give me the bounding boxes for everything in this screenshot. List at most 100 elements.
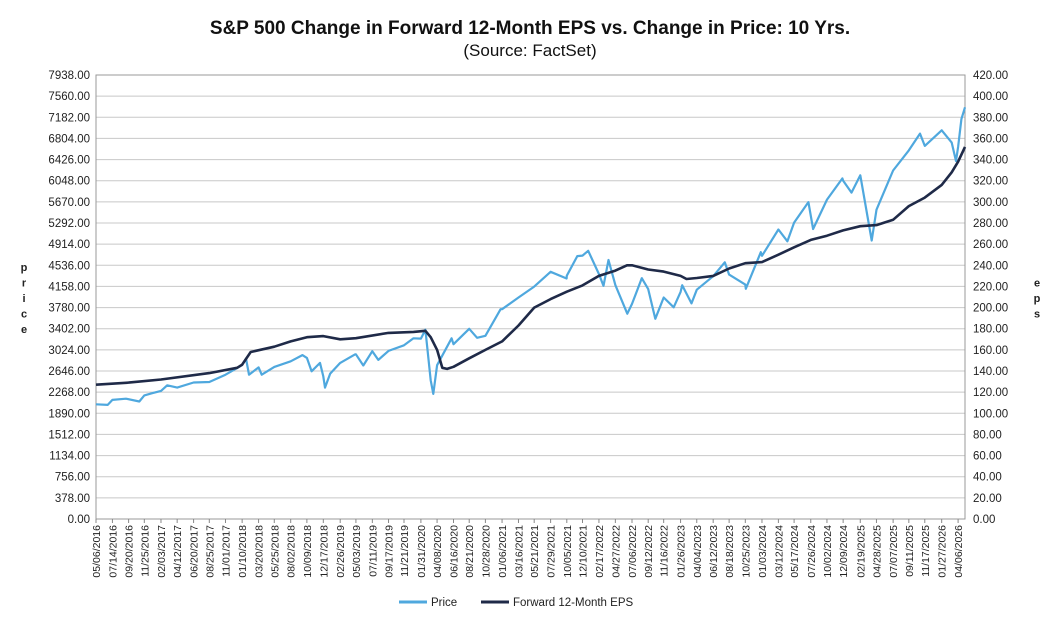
x-tick-label: 05/21/2021 bbox=[529, 525, 541, 578]
y-right-tick-label: 300.00 bbox=[973, 197, 1008, 209]
plot-area-frame bbox=[95, 74, 966, 520]
x-tick-label: 03/20/2018 bbox=[254, 525, 266, 578]
x-tick-label: 10/09/2018 bbox=[302, 525, 314, 578]
x-tick-label: 06/16/2020 bbox=[449, 525, 461, 578]
y-left-tick-label: 0.00 bbox=[68, 514, 90, 526]
y-left-tick-label: 756.00 bbox=[55, 472, 90, 484]
x-tick-label: 09/20/2016 bbox=[124, 525, 136, 578]
right-axis-title: eps bbox=[1034, 278, 1041, 321]
x-tick-label: 01/26/2023 bbox=[676, 525, 688, 578]
price-series-line bbox=[95, 106, 967, 406]
x-tick-label: 04/08/2020 bbox=[432, 525, 444, 578]
y-right-tick-label: 60.00 bbox=[973, 451, 1002, 463]
x-tick-label: 03/12/2024 bbox=[773, 525, 785, 578]
x-tick-label: 04/06/2026 bbox=[953, 525, 965, 578]
y-right-tick-label: 20.00 bbox=[973, 493, 1002, 505]
y-right-tick-label: 100.00 bbox=[973, 408, 1008, 420]
gridlines bbox=[96, 74, 965, 520]
y-left-tick-label: 7560.00 bbox=[48, 91, 90, 103]
x-tick-label: 09/17/2019 bbox=[384, 525, 396, 578]
y-left-tick-label: 7938.00 bbox=[48, 70, 90, 82]
y-left-tick-label: 2646.00 bbox=[48, 366, 90, 378]
y-left-tick-label: 3780.00 bbox=[48, 303, 90, 315]
x-tick-label: 02/03/2017 bbox=[156, 525, 168, 578]
x-tick-label: 09/11/2025 bbox=[904, 525, 916, 577]
y-left-tick-label: 5292.00 bbox=[48, 218, 90, 230]
x-tick-label: 04/12/2017 bbox=[172, 525, 184, 578]
x-tick-label: 08/02/2018 bbox=[286, 525, 298, 578]
left-axis-ticks: 7938.00 7560.00 7182.00 6804.00 6426.00 6048.… bbox=[48, 70, 90, 526]
x-tick-label: 12/10/2021 bbox=[578, 525, 590, 578]
y-left-tick-label: 6804.00 bbox=[48, 133, 90, 145]
x-tick-label: 02/17/2022 bbox=[594, 525, 606, 578]
x-tick-label: 10/25/2023 bbox=[740, 525, 752, 578]
x-tick-label: 07/06/2022 bbox=[627, 525, 639, 578]
left-axis-title-letter: e bbox=[21, 324, 27, 336]
y-right-tick-label: 420.00 bbox=[973, 70, 1008, 82]
right-axis-ticks: 420.00 400.00 380.00 360.00 340.00 320.00 300.… bbox=[973, 70, 1008, 526]
chart-legend: Price Forward 12-Month EPS bbox=[399, 597, 633, 609]
y-right-tick-label: 280.00 bbox=[973, 218, 1008, 230]
y-right-tick-label: 160.00 bbox=[973, 345, 1008, 357]
right-axis-title-letter: p bbox=[1034, 293, 1041, 305]
y-left-tick-label: 5670.00 bbox=[48, 197, 90, 209]
left-axis-title-letter: i bbox=[22, 293, 25, 305]
x-tick-label: 10/02/2024 bbox=[822, 525, 834, 578]
right-axis-title-letter: s bbox=[1034, 309, 1040, 321]
y-left-tick-label: 1512.00 bbox=[48, 429, 90, 441]
legend-label-price: Price bbox=[431, 597, 457, 609]
y-left-tick-label: 2268.00 bbox=[48, 387, 90, 399]
x-tick-label: 07/07/2025 bbox=[888, 525, 900, 578]
y-right-tick-label: 80.00 bbox=[973, 429, 1002, 441]
y-right-tick-label: 200.00 bbox=[973, 303, 1008, 315]
y-right-tick-label: 0.00 bbox=[973, 514, 995, 526]
x-tick-label: 10/05/2021 bbox=[562, 525, 574, 578]
x-tick-label: 02/19/2025 bbox=[855, 525, 867, 578]
x-tick-label: 05/25/2018 bbox=[269, 525, 281, 578]
y-left-tick-label: 1134.00 bbox=[49, 451, 90, 463]
y-left-tick-label: 6426.00 bbox=[48, 155, 90, 167]
y-right-tick-label: 380.00 bbox=[973, 112, 1008, 124]
series-lines bbox=[95, 106, 967, 406]
x-tick-label: 01/31/2020 bbox=[416, 525, 428, 578]
chart-subtitle: (Source: FactSet) bbox=[463, 41, 596, 60]
x-axis-ticks: 05/06/2016 07/14/2016 09/20/2016 11/25/2016… bbox=[91, 519, 965, 578]
legend-label-eps: Forward 12-Month EPS bbox=[513, 597, 633, 609]
x-tick-label: 11/01/2017 bbox=[220, 525, 232, 577]
eps-series-line bbox=[95, 146, 967, 386]
x-tick-label: 01/10/2018 bbox=[237, 525, 249, 578]
x-tick-label: 06/20/2017 bbox=[189, 525, 201, 578]
x-tick-label: 11/25/2016 bbox=[139, 525, 151, 577]
y-right-tick-label: 340.00 bbox=[973, 155, 1008, 167]
x-tick-label: 08/18/2023 bbox=[724, 525, 736, 578]
y-left-tick-label: 3024.00 bbox=[48, 345, 90, 357]
y-right-tick-label: 180.00 bbox=[973, 324, 1008, 336]
x-tick-label: 01/27/2026 bbox=[937, 525, 949, 578]
x-tick-label: 06/12/2023 bbox=[708, 525, 720, 578]
y-right-tick-label: 240.00 bbox=[973, 260, 1008, 272]
x-tick-label: 05/06/2016 bbox=[91, 525, 103, 578]
y-left-tick-label: 378.00 bbox=[55, 493, 90, 505]
x-tick-label: 05/03/2019 bbox=[351, 525, 363, 578]
y-right-tick-label: 360.00 bbox=[973, 133, 1008, 145]
x-tick-label: 11/16/2022 bbox=[659, 525, 671, 577]
x-tick-label: 03/16/2021 bbox=[513, 525, 525, 578]
x-tick-label: 11/21/2019 bbox=[399, 525, 411, 577]
x-tick-label: 01/03/2024 bbox=[757, 525, 769, 578]
right-axis-title-letter: e bbox=[1034, 278, 1040, 290]
x-tick-label: 04/28/2025 bbox=[871, 525, 883, 578]
x-tick-label: 09/12/2022 bbox=[643, 525, 655, 578]
x-tick-label: 12/17/2018 bbox=[318, 525, 330, 578]
x-tick-label: 07/26/2024 bbox=[806, 525, 818, 578]
chart-title: S&P 500 Change in Forward 12-Month EPS v… bbox=[210, 18, 850, 39]
x-tick-label: 05/17/2024 bbox=[789, 525, 801, 578]
y-right-tick-label: 320.00 bbox=[973, 176, 1008, 188]
y-left-tick-label: 4158.00 bbox=[48, 281, 90, 293]
y-right-tick-label: 260.00 bbox=[973, 239, 1008, 251]
y-left-tick-label: 3402.00 bbox=[48, 324, 90, 336]
x-tick-label: 04/27/2022 bbox=[610, 525, 622, 578]
x-tick-label: 04/04/2023 bbox=[692, 525, 704, 578]
